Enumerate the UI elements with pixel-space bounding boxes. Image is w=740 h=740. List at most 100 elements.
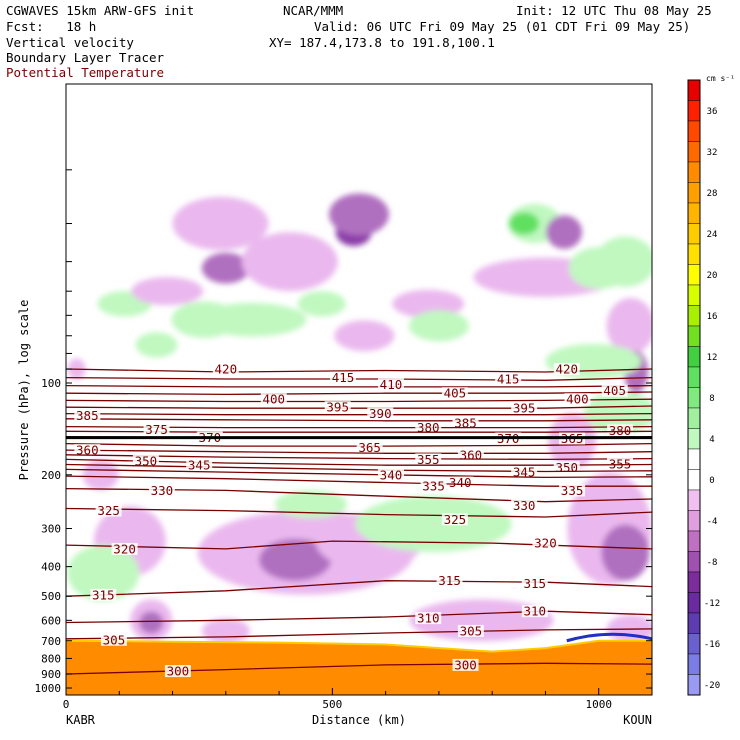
contour-label: 315 xyxy=(92,587,115,602)
colorbar-label: 36 xyxy=(707,107,718,117)
contour-label: 335 xyxy=(422,479,445,494)
contour-label-bg xyxy=(415,612,442,625)
field-potential-temperature: Potential Temperature xyxy=(6,65,165,80)
theta-contour-410 xyxy=(66,384,652,388)
contour-label-bg xyxy=(495,372,522,385)
contour-label: 320 xyxy=(534,536,557,551)
velocity-cell xyxy=(546,215,583,249)
theta-contour-310 xyxy=(66,610,652,624)
contour-label-bg xyxy=(607,424,634,437)
theta-contour-365 xyxy=(66,442,652,447)
contour-label-bg xyxy=(143,423,170,436)
colorbar-bin xyxy=(687,243,701,265)
valid-time: Valid: 06 UTC Fri 09 May 25 (01 CDT Fri … xyxy=(314,19,691,34)
colorbar-bin xyxy=(687,633,701,655)
colorbar-label: -16 xyxy=(704,640,720,650)
contour-label: 315 xyxy=(524,576,547,591)
colorbar-bin xyxy=(687,469,701,491)
velocity-cell xyxy=(131,277,204,306)
x-tick-label: 1000 xyxy=(585,698,612,711)
theta-contour-380 xyxy=(66,425,652,429)
theta-contour-355 xyxy=(66,454,652,461)
colorbar-bin xyxy=(687,284,701,306)
contour-label: 325 xyxy=(444,512,467,527)
theta-contour-315 xyxy=(66,580,652,597)
colorbar-label: 8 xyxy=(709,394,714,404)
theta-contour-375 xyxy=(66,430,652,433)
colorbar-bin xyxy=(687,223,701,245)
contour-label-bg xyxy=(553,363,580,376)
colorbar-bin xyxy=(687,571,701,593)
contour-label-bg xyxy=(356,441,383,454)
contour-label-bg xyxy=(457,448,484,461)
contour-label: 410 xyxy=(380,377,403,392)
velocity-cell xyxy=(408,310,469,342)
velocity-cell xyxy=(198,302,307,337)
contour-label-bg xyxy=(74,444,101,457)
velocity-cell xyxy=(139,611,164,634)
y-tick-label: 800 xyxy=(41,652,61,665)
velocity-cell xyxy=(601,524,650,581)
contour-label: 400 xyxy=(566,392,589,407)
contour-label: 330 xyxy=(513,498,536,513)
contour-label-bg xyxy=(564,393,591,406)
colorbar-bin xyxy=(687,510,701,532)
model-name: CGWAVES 15km ARW-GFS init xyxy=(6,3,195,18)
contour-label: 310 xyxy=(417,611,440,626)
colorbar-label: 4 xyxy=(709,435,714,445)
colorbar-bin xyxy=(687,100,701,122)
colorbar-label: -4 xyxy=(707,517,718,527)
contour-label: 345 xyxy=(188,458,211,473)
contour-label-bg xyxy=(377,468,404,481)
contour-label-bg xyxy=(441,513,468,526)
contour-label: 350 xyxy=(135,453,158,468)
colorbar-bin xyxy=(687,612,701,634)
theta-contour-400 xyxy=(66,398,652,403)
x-tick-label: 0 xyxy=(63,698,70,711)
contour-label-bg xyxy=(377,378,404,391)
contour-label-bg xyxy=(95,504,122,517)
contour-label-bg xyxy=(324,401,351,414)
contour-label-bg xyxy=(447,476,474,489)
field-boundary-layer-tracer: Boundary Layer Tracer xyxy=(6,50,165,65)
contour-label: 360 xyxy=(76,443,99,458)
y-tick-label: 900 xyxy=(41,668,61,681)
velocity-cell xyxy=(201,618,250,644)
contour-label: 350 xyxy=(555,460,578,475)
contour-label: 330 xyxy=(151,483,174,498)
contour-label-bg xyxy=(74,409,101,422)
theta-contour-325 xyxy=(66,507,652,518)
velocity-cell xyxy=(201,252,250,284)
contour-label-bg xyxy=(415,453,442,466)
contour-label: 380 xyxy=(609,423,632,438)
colorbar-label: 12 xyxy=(707,353,718,363)
velocity-cell xyxy=(275,490,348,519)
velocity-cell xyxy=(392,289,465,318)
theta-contour-305 xyxy=(66,628,652,640)
colorbar-label: 16 xyxy=(707,312,718,322)
colorbar-label: 20 xyxy=(707,271,718,281)
colorbar-bin xyxy=(687,346,701,368)
contour-label: 340 xyxy=(449,475,472,490)
contour-label-bg xyxy=(148,484,175,497)
contour-label: 420 xyxy=(555,362,578,377)
y-tick-label: 200 xyxy=(41,469,61,482)
contour-label: 305 xyxy=(460,623,483,638)
contour-label-bg xyxy=(601,384,628,397)
contour-label: 355 xyxy=(609,456,632,471)
colorbar-bin xyxy=(687,182,701,204)
colorbar-bin xyxy=(687,141,701,163)
contour-label: 420 xyxy=(215,362,238,377)
velocity-cell xyxy=(67,545,140,602)
contour-label-bg xyxy=(111,542,138,555)
colorbar-bin xyxy=(687,161,701,183)
contour-label: 405 xyxy=(444,386,467,401)
contour-label: 395 xyxy=(513,401,536,416)
contour-label: 395 xyxy=(326,400,349,415)
contour-label-bg xyxy=(420,480,447,493)
colorbar-label: 0 xyxy=(709,476,714,486)
theta-contour-420 xyxy=(66,368,652,373)
center-name: NCAR/MMM xyxy=(283,3,344,18)
contour-label-bg xyxy=(90,588,117,601)
y-tick-label: 500 xyxy=(41,590,61,603)
